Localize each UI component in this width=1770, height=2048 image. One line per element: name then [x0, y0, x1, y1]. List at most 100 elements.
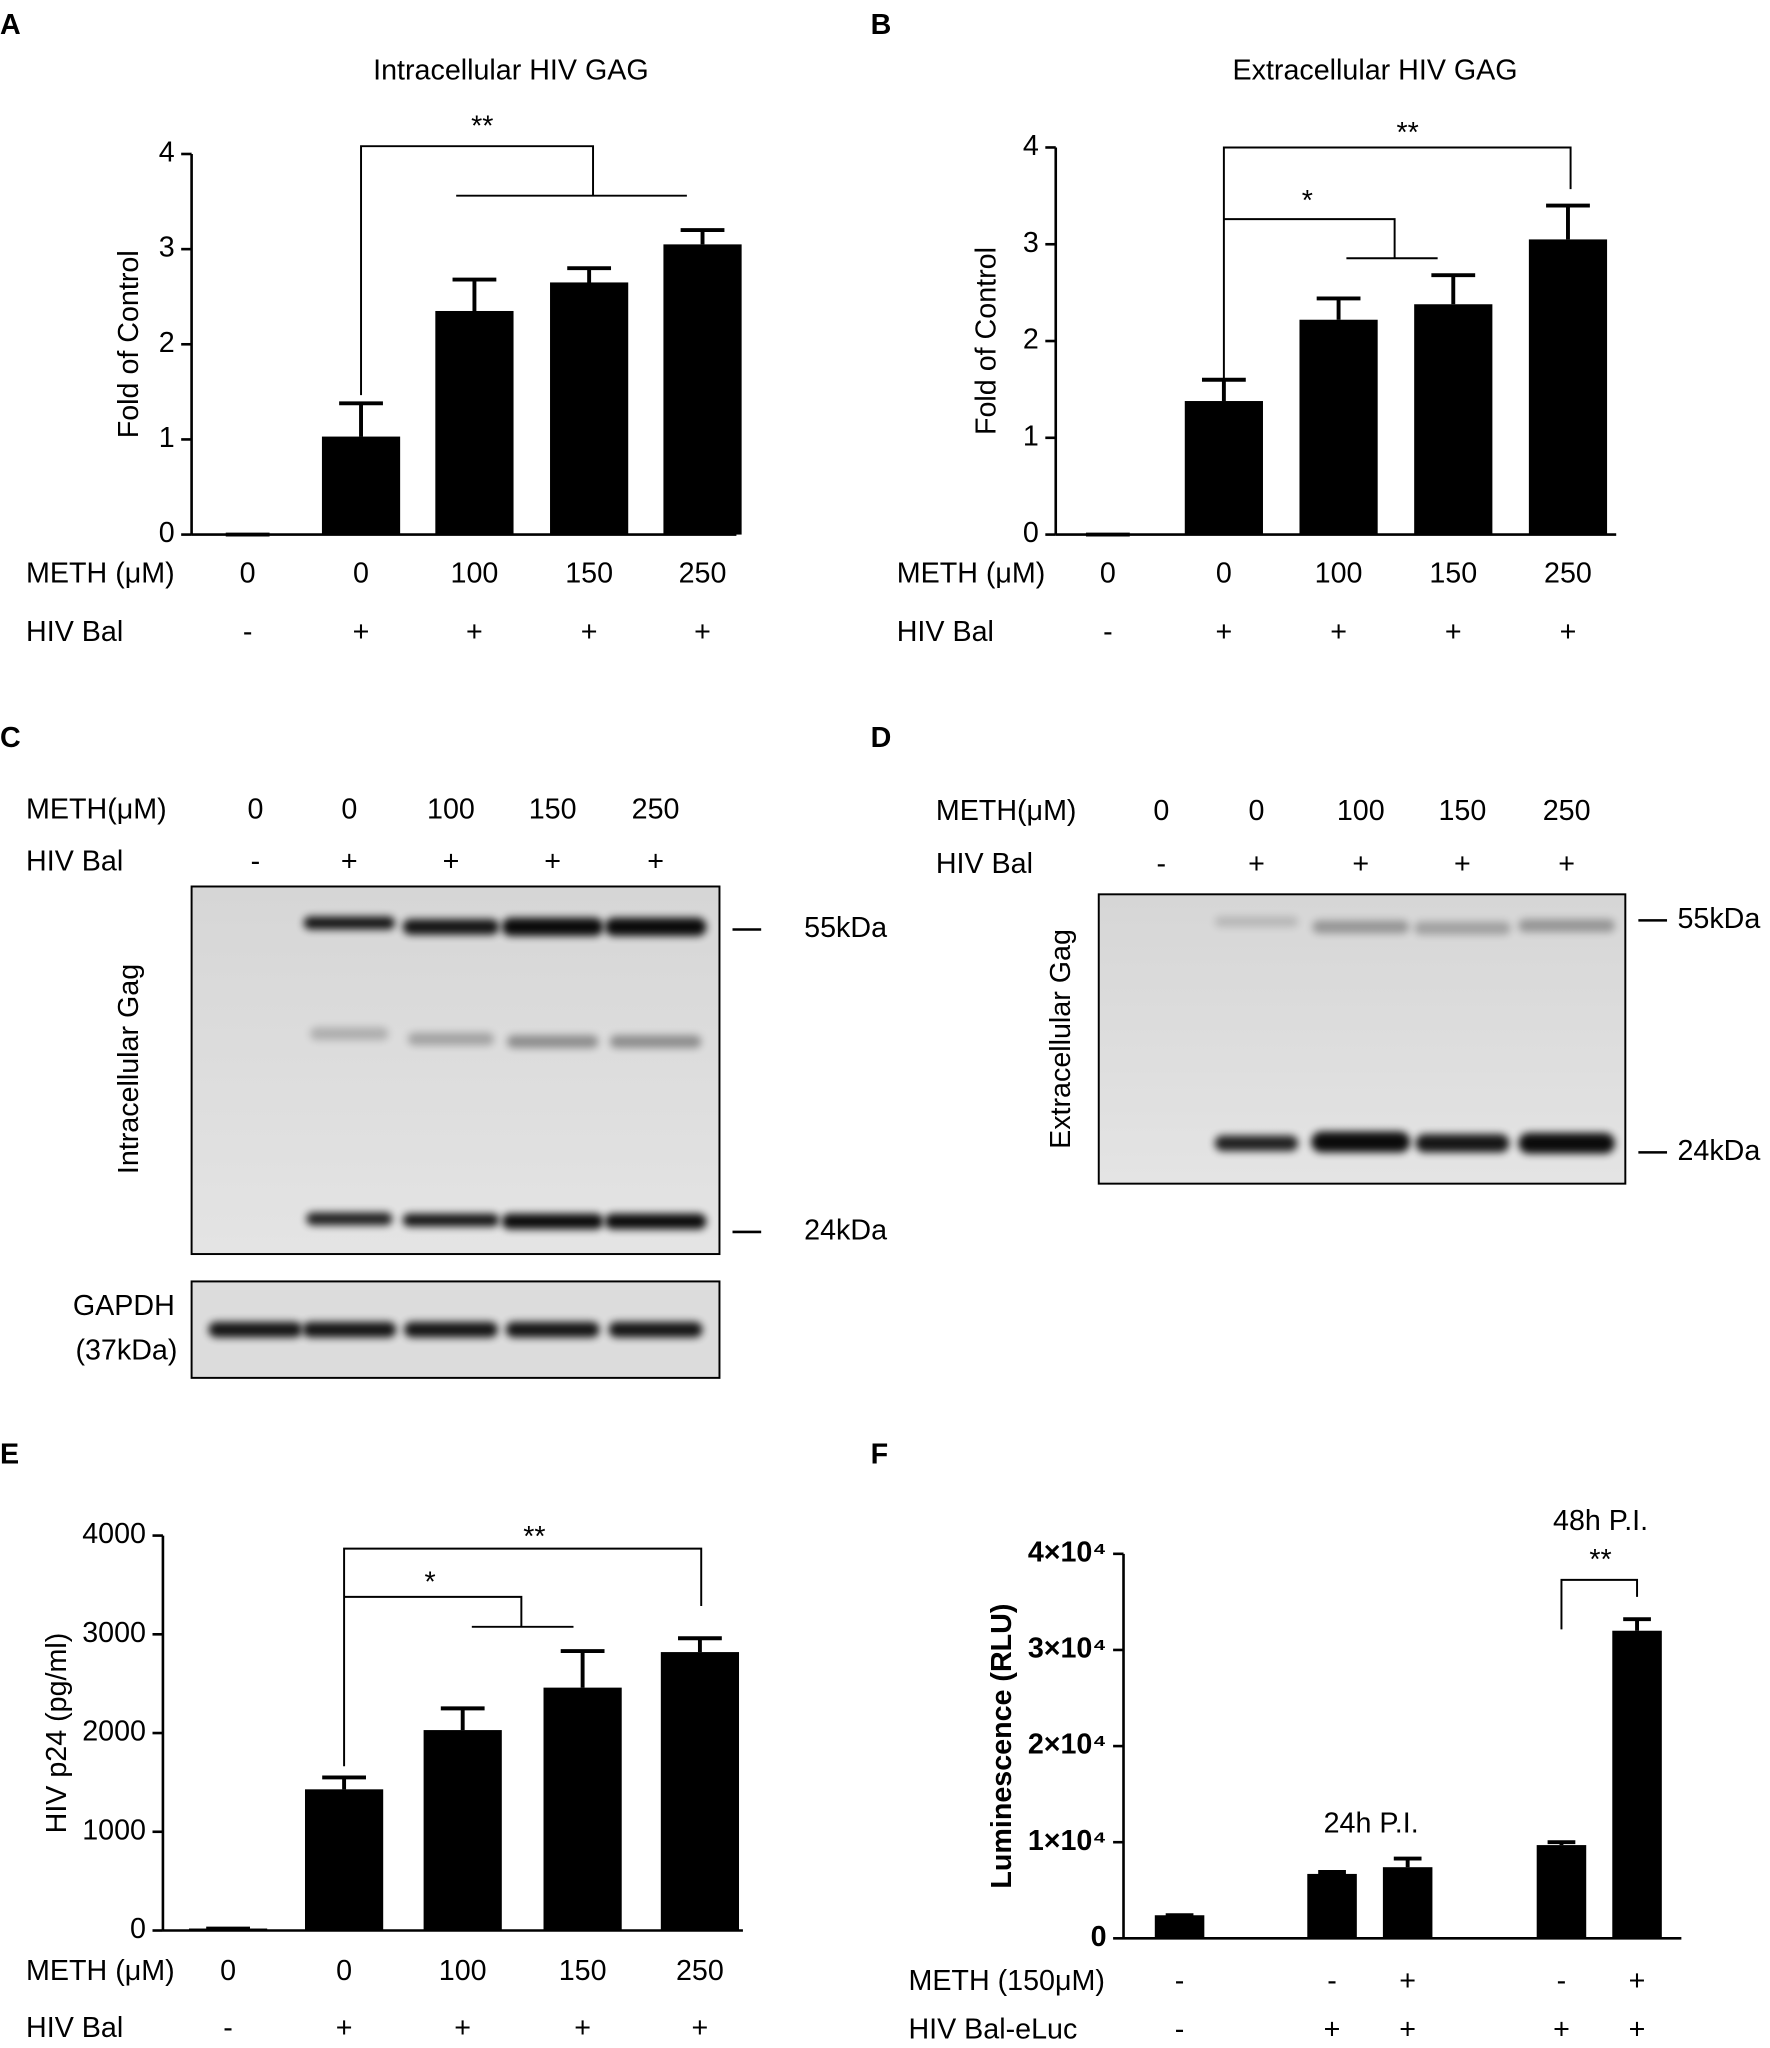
control-label: GAPDH	[73, 1290, 175, 1322]
bar	[423, 1730, 502, 1931]
bar	[660, 1652, 740, 1931]
y-tick-label: 3	[1023, 227, 1039, 259]
blot-y-label: Intracellular Gag	[113, 964, 145, 1174]
x-tick-label: 0	[336, 1955, 352, 1987]
y-tick-label: 3×10⁴	[1028, 1633, 1107, 1665]
x-tick-label: +	[353, 616, 370, 648]
lane-label: 0	[341, 793, 357, 825]
lane-label: 150	[529, 793, 577, 825]
bar	[435, 310, 514, 535]
x-tick-label: 100	[439, 1955, 487, 1987]
x-tick-label: 0	[240, 558, 256, 590]
lane-label: +	[1558, 848, 1575, 880]
lane-label: +	[443, 846, 460, 878]
bar	[321, 436, 401, 535]
panel-label: F	[871, 1439, 889, 1471]
error-bar	[680, 228, 725, 245]
x-tick-label: -	[223, 2012, 233, 2044]
x-tick-label: +	[466, 616, 483, 648]
blot-band	[501, 1213, 604, 1230]
error-bar	[322, 1775, 366, 1790]
lane-row-label: METH(μM)	[936, 795, 1077, 827]
error-bar	[560, 1649, 605, 1688]
significance-bracket	[343, 1547, 703, 1767]
bar	[1382, 1867, 1433, 1939]
annotation: 24h P.I.	[1324, 1808, 1419, 1840]
annotation: *	[425, 1566, 436, 1598]
marker-label: 55kDa	[1677, 903, 1760, 935]
x-tick-label: 0	[220, 1955, 236, 1987]
y-tick-label: 3	[159, 232, 175, 264]
blot-band	[608, 1321, 703, 1338]
bar	[1154, 1915, 1205, 1939]
lane-label: 250	[632, 793, 680, 825]
y-tick-label: 4×10⁴	[1028, 1536, 1107, 1568]
chart-title: Intracellular HIV GAG	[373, 54, 649, 86]
lane-label: 0	[247, 793, 263, 825]
blot-band	[609, 1035, 702, 1049]
error-bar	[1546, 203, 1590, 240]
x-tick-label: +	[694, 616, 711, 648]
significance-bracket	[1222, 146, 1572, 392]
panel-label: D	[871, 722, 892, 754]
x-tick-label: +	[336, 2012, 353, 2044]
bar	[1414, 304, 1493, 535]
x-tick-label: 250	[676, 1955, 724, 1987]
error-bar	[1316, 296, 1361, 320]
x-row-label: METH (μM)	[26, 1955, 175, 1987]
panel-label: B	[871, 9, 892, 41]
annotation: **	[471, 110, 493, 142]
x-row-label: HIV Bal-eLuc	[908, 2013, 1077, 2045]
blot-band	[402, 919, 500, 935]
x-row-label: METH (150μM)	[908, 1965, 1104, 1997]
lane-row-label: HIV Bal	[26, 846, 123, 878]
blot-band	[604, 1213, 707, 1230]
y-tick-label: 0	[1091, 1921, 1107, 1953]
chart-title: Extracellular HIV GAG	[1233, 54, 1518, 86]
blot-band	[310, 1027, 389, 1041]
x-tick-label: 0	[353, 558, 369, 590]
x-tick-label: +	[1553, 2013, 1570, 2045]
blot-band	[1415, 1134, 1510, 1153]
bar	[1536, 1845, 1587, 1939]
bar	[1307, 1873, 1357, 1939]
annotation: **	[1397, 117, 1419, 149]
annotation: **	[1589, 1544, 1611, 1576]
error-bar	[567, 266, 612, 283]
blot-band	[1312, 920, 1409, 934]
lane-label: +	[1352, 848, 1369, 880]
x-tick-label: -	[243, 616, 253, 648]
x-row-label: METH (μM)	[26, 558, 175, 590]
blot-band	[404, 1321, 498, 1338]
blot-band	[306, 1212, 393, 1226]
lane-label: 100	[427, 793, 475, 825]
blot-band	[604, 917, 707, 937]
blot-y-label: Extracellular Gag	[1045, 929, 1077, 1149]
x-tick-label: 150	[1429, 558, 1477, 590]
x-tick-label: +	[1330, 616, 1347, 648]
marker-label: 24kDa	[804, 1214, 887, 1246]
x-row-label: HIV Bal	[26, 616, 123, 648]
y-tick-label: 2	[159, 327, 175, 359]
error-bar	[452, 277, 497, 311]
error-bar	[1431, 273, 1476, 305]
x-tick-label: 0	[1100, 558, 1116, 590]
x-tick-label: +	[1629, 1965, 1646, 1997]
annotation: *	[1302, 185, 1313, 217]
annotation: 48h P.I.	[1553, 1505, 1648, 1537]
x-tick-label: +	[1445, 616, 1462, 648]
lane-label: 250	[1543, 795, 1591, 827]
blot-band	[1518, 919, 1615, 933]
blot-band	[303, 916, 395, 930]
y-tick-label: 2×10⁴	[1028, 1729, 1107, 1761]
blot-band	[1214, 916, 1299, 927]
y-axis-label: Luminescence (RLU)	[986, 1604, 1018, 1889]
x-tick-label: +	[581, 616, 598, 648]
blot-band	[407, 1032, 494, 1046]
y-tick-label: 0	[159, 517, 175, 549]
bar	[663, 244, 742, 535]
lane-row-label: HIV Bal	[936, 848, 1033, 880]
panel-label: A	[0, 9, 21, 41]
bar	[1612, 1630, 1662, 1939]
